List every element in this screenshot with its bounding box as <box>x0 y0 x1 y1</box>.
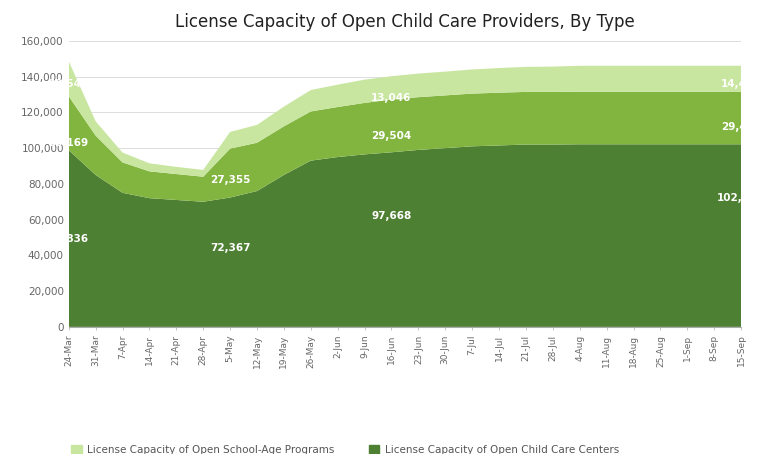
Text: 13,046: 13,046 <box>371 93 412 103</box>
Text: 97,668: 97,668 <box>371 211 412 221</box>
Text: 30,169: 30,169 <box>49 138 89 148</box>
Text: 29,504: 29,504 <box>371 131 412 141</box>
Text: 98,836: 98,836 <box>49 234 89 244</box>
Text: 9,330: 9,330 <box>214 113 247 123</box>
Text: 14,485: 14,485 <box>720 79 762 89</box>
Legend: License Capacity of Open School-Age Programs, License Capacity of Open Family Ch: License Capacity of Open School-Age Prog… <box>67 441 623 454</box>
Text: 27,355: 27,355 <box>210 175 251 185</box>
Text: 102,147: 102,147 <box>717 193 764 203</box>
Text: 19,540: 19,540 <box>49 79 89 89</box>
Title: License Capacity of Open Child Care Providers, By Type: License Capacity of Open Child Care Prov… <box>175 13 635 31</box>
Text: 29,424: 29,424 <box>721 122 761 132</box>
Text: 72,367: 72,367 <box>210 243 251 253</box>
